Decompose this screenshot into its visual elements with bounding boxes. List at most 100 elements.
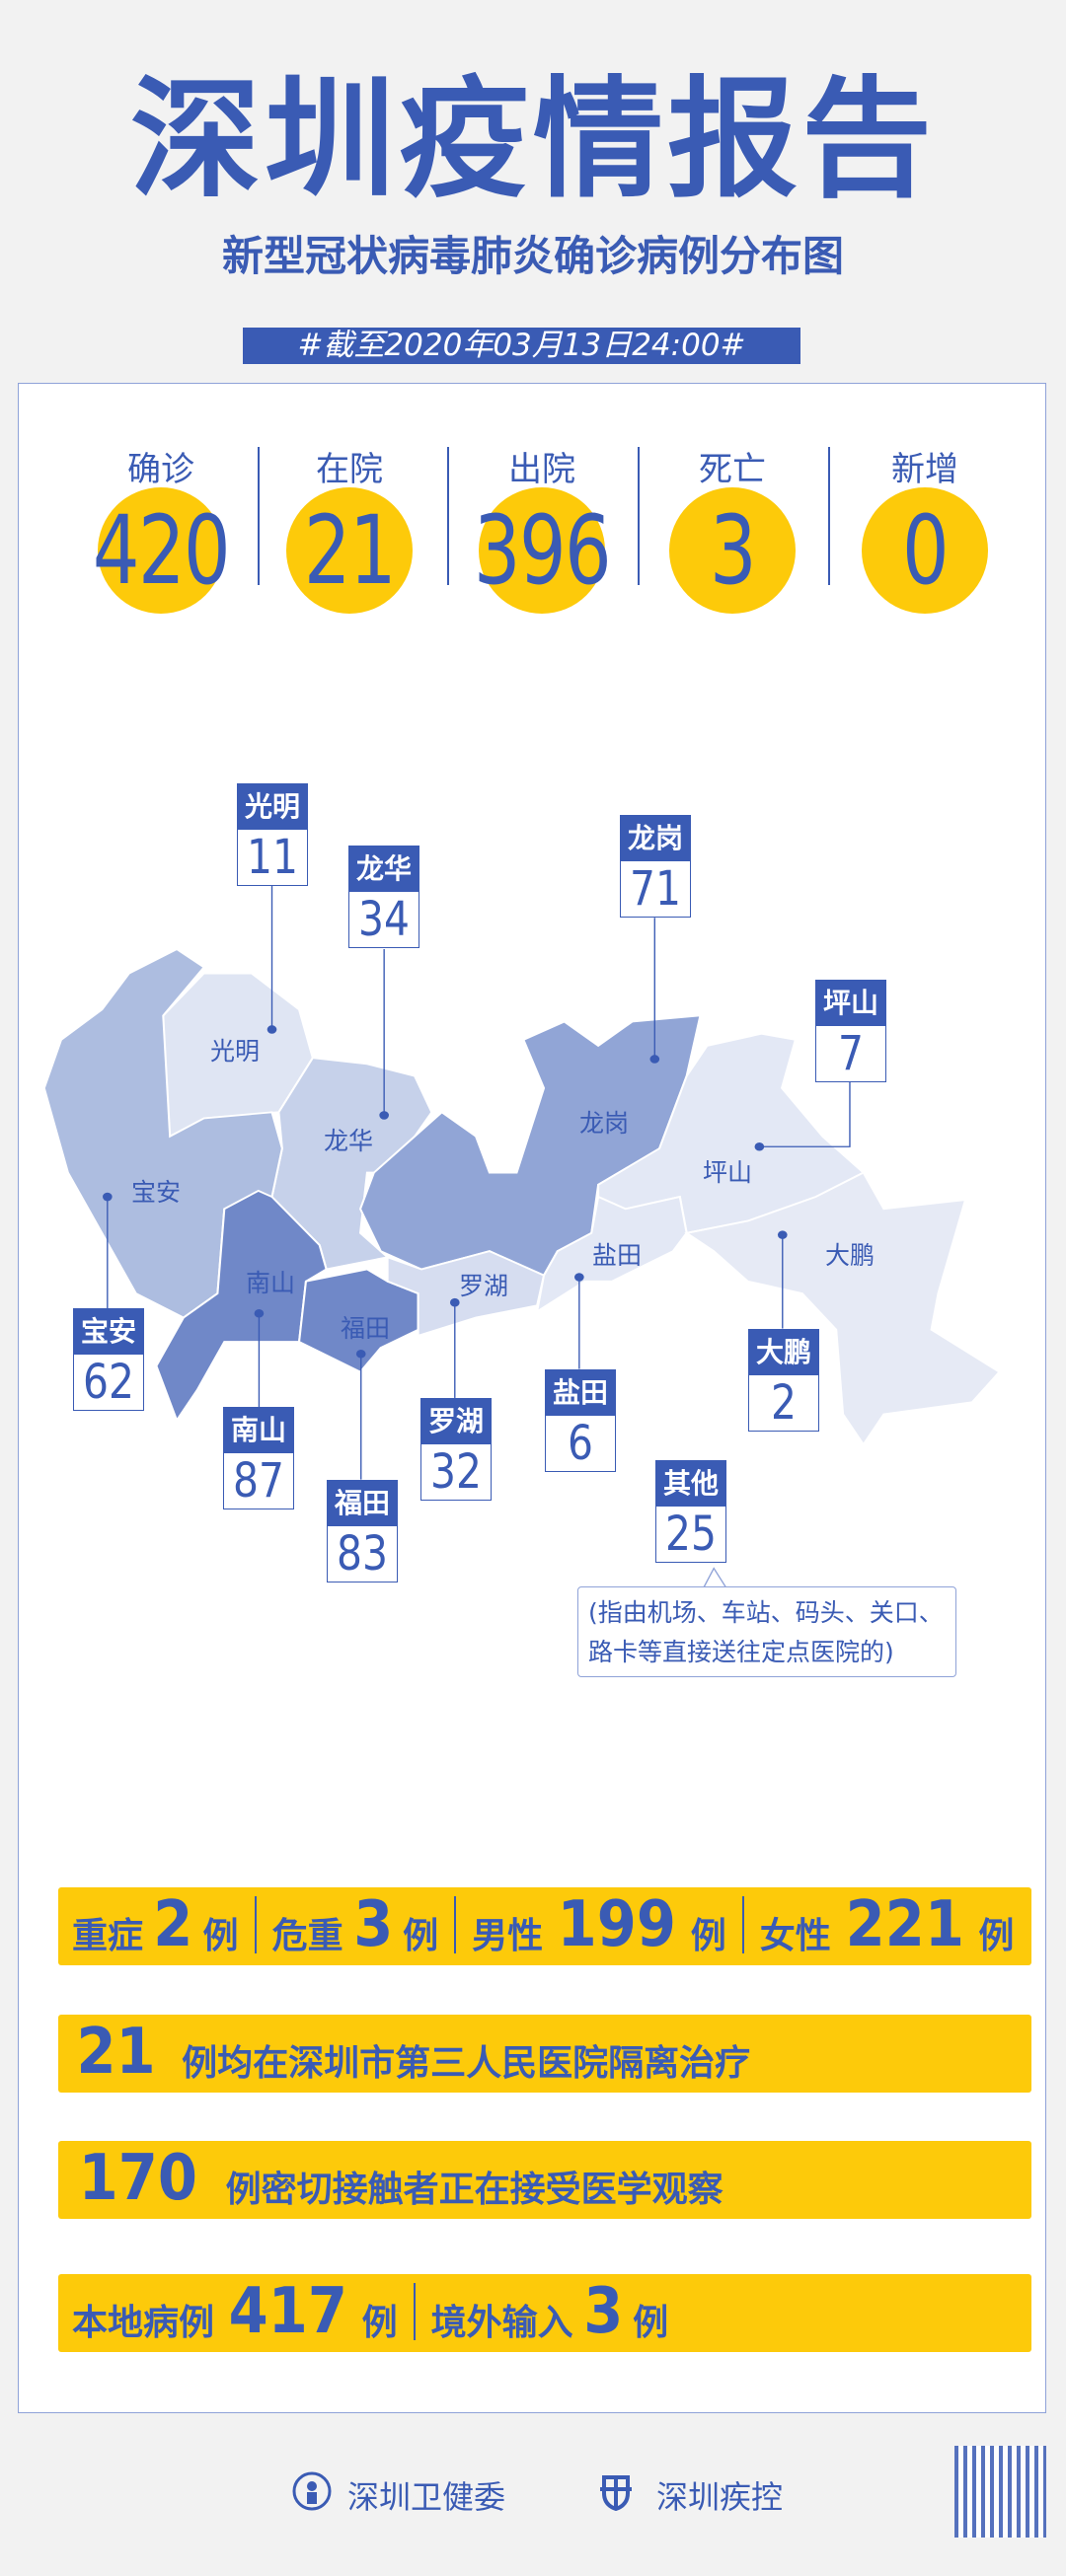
district-count-box: 南山 87 — [223, 1407, 294, 1509]
district-count-box: 龙华 34 — [348, 846, 419, 948]
district-name: 盐田 — [591, 1241, 643, 1270]
district-dot — [254, 1308, 265, 1318]
divider — [741, 1896, 744, 1953]
district-count-box: 大鹏 2 — [748, 1329, 819, 1432]
district-count-box: 盐田 6 — [545, 1369, 616, 1472]
text: 例均在深圳市第三人民医院隔离治疗 — [182, 2043, 751, 2084]
value: 2 — [153, 1888, 193, 1961]
unit: 例 — [978, 1916, 1015, 1956]
value: 21 — [76, 2016, 156, 2089]
district-name: 光明 — [209, 1037, 261, 1066]
box-count: 25 — [665, 1507, 717, 1562]
stat-label: 新增 — [891, 450, 958, 489]
org-cdc: 深圳疾控 — [656, 2478, 784, 2516]
district-name: 宝安 — [130, 1178, 182, 1207]
box-count: 2 — [771, 1375, 797, 1431]
value: 3 — [352, 1888, 393, 1961]
box-district-name: 福田 — [328, 1481, 397, 1526]
other-note: (指由机场、车站、码头、关口、 路卡等直接送往定点医院的) — [577, 1586, 956, 1677]
label: 境外输入 — [430, 2303, 573, 2343]
box-count: 6 — [568, 1416, 593, 1471]
date-banner: #截至2020年03月13日24:00# — [243, 328, 800, 364]
box-district-name: 龙华 — [349, 846, 419, 892]
district-dot — [649, 1055, 660, 1064]
stat-label: 死亡 — [699, 450, 766, 489]
box-district-name: 坪山 — [816, 981, 885, 1026]
leader-line — [759, 1081, 851, 1147]
district-dot — [449, 1297, 460, 1307]
value: 417 — [228, 2275, 347, 2348]
stat-value: 396 — [473, 495, 612, 606]
box-district-name: 罗湖 — [421, 1399, 491, 1444]
box-district-name: 大鹏 — [749, 1330, 818, 1375]
hospital-bar: 21 例均在深圳市第三人民医院隔离治疗 — [58, 2015, 1031, 2093]
unit: 例 — [633, 2303, 669, 2343]
district-count-box: 坪山 7 — [815, 980, 886, 1082]
district-dot — [754, 1141, 765, 1151]
stat-value: 3 — [709, 495, 757, 606]
value: 199 — [557, 1888, 677, 1961]
text: 例密切接触者正在接受医学观察 — [225, 2170, 723, 2210]
stat-value: 21 — [303, 495, 397, 606]
contacts-bar: 170 例密切接触者正在接受医学观察 — [58, 2141, 1031, 2219]
box-district-name: 其他 — [656, 1461, 725, 1507]
box-count: 71 — [630, 861, 681, 917]
severity-gender-bar: 重症 2 例 危重 3 例 男性 199 例 女性 221 例 — [58, 1887, 1031, 1965]
box-count: 87 — [233, 1453, 284, 1509]
stat-value: 0 — [901, 495, 950, 606]
stat-divider — [447, 447, 449, 585]
label: 女性 — [759, 1916, 831, 1956]
district-name: 大鹏 — [824, 1241, 876, 1270]
district-dot — [777, 1230, 788, 1239]
district-count-box: 罗湖 32 — [420, 1398, 492, 1501]
label: 男性 — [472, 1916, 544, 1956]
stat-label: 在院 — [316, 450, 383, 489]
stat-divider — [258, 447, 260, 585]
divider — [413, 2283, 416, 2340]
district-region — [684, 1171, 1001, 1446]
divider — [254, 1896, 257, 1953]
value: 3 — [582, 2275, 623, 2348]
unit: 例 — [403, 1916, 439, 1956]
district-map — [42, 885, 1001, 1588]
qr-code-icon[interactable] — [954, 2446, 1046, 2538]
district-region — [155, 1189, 328, 1423]
stat-label: 出院 — [508, 450, 575, 489]
label: 本地病例 — [72, 2303, 215, 2343]
box-count: 7 — [838, 1026, 864, 1081]
page-title: 深圳疫情报告 — [130, 64, 936, 216]
health-commission-logo-icon — [292, 2471, 332, 2511]
stat-divider — [638, 447, 640, 585]
box-count: 34 — [358, 892, 410, 947]
note-line: (指由机场、车站、码头、关口、 — [588, 1598, 944, 1627]
district-name: 罗湖 — [458, 1272, 509, 1300]
district-count-box: 福田 83 — [327, 1480, 398, 1582]
district-region — [386, 1250, 546, 1338]
note-pointer — [703, 1567, 727, 1588]
box-count: 32 — [430, 1444, 482, 1500]
other-count-box: 其他 25 — [655, 1460, 726, 1563]
unit: 例 — [361, 2303, 398, 2343]
value: 170 — [78, 2142, 197, 2215]
label: 危重 — [271, 1916, 343, 1956]
district-dot — [266, 1025, 277, 1034]
box-district-name: 宝安 — [74, 1309, 143, 1355]
box-district-name: 光明 — [238, 784, 307, 830]
stat-label: 确诊 — [127, 450, 194, 489]
stat-circle — [669, 487, 796, 614]
district-dot — [355, 1349, 366, 1359]
district-name: 坪山 — [702, 1158, 753, 1187]
value: 221 — [845, 1888, 964, 1961]
district-dot — [574, 1273, 584, 1282]
district-dot — [379, 1111, 389, 1120]
stat-value: 420 — [92, 495, 231, 606]
note-line: 路卡等直接送往定点医院的) — [588, 1638, 894, 1666]
label: 重症 — [72, 1916, 144, 1956]
district-count-box: 光明 11 — [237, 783, 308, 886]
stat-circle — [479, 487, 605, 614]
district-name: 福田 — [340, 1314, 391, 1343]
stat-divider — [828, 447, 830, 585]
box-count: 62 — [83, 1355, 134, 1410]
district-name: 龙华 — [323, 1127, 374, 1155]
unit: 例 — [202, 1916, 239, 1956]
